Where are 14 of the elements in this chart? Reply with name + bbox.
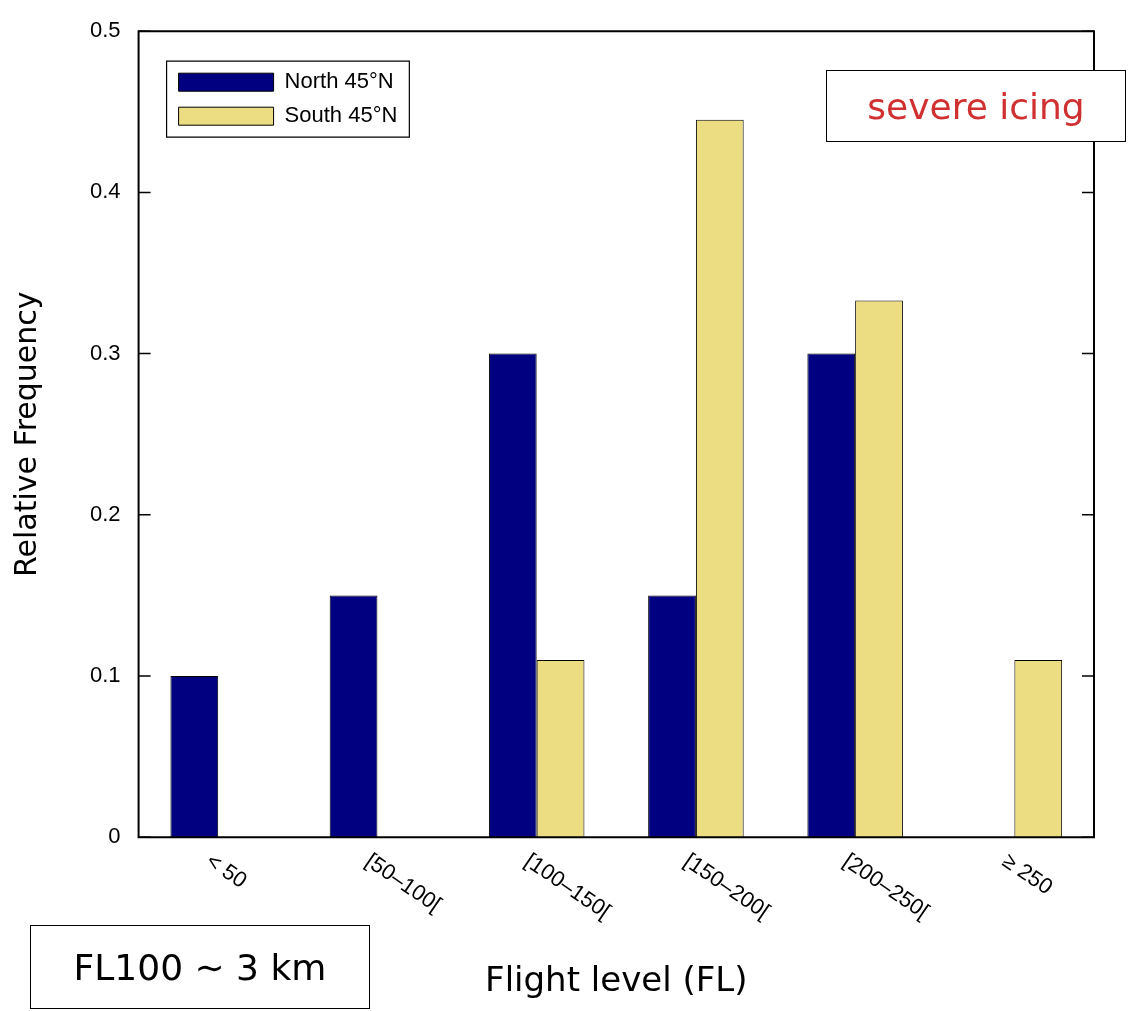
y-tick-label: 0.4 (89, 178, 121, 204)
x-tick-label: < 50 (201, 847, 252, 893)
legend-label: South 45°N (284, 102, 398, 128)
y-tick-label: 0 (108, 823, 121, 849)
y-tick-label: 0.2 (89, 500, 121, 526)
y-axis-title: Relative Frequency (7, 291, 43, 577)
text: FL100 ∼ 3 km (30, 925, 370, 1009)
x-tick-label: ≥ 250 (998, 847, 1058, 900)
x-axis-title: Flight level (FL) (485, 959, 748, 1000)
y-tick-label: 0.1 (89, 662, 121, 688)
legend-label: North 45°N (284, 68, 394, 94)
y-tick-label: 0.5 (89, 17, 121, 43)
annotation: severe icing (826, 70, 1126, 142)
y-tick-label: 0.3 (89, 339, 121, 365)
